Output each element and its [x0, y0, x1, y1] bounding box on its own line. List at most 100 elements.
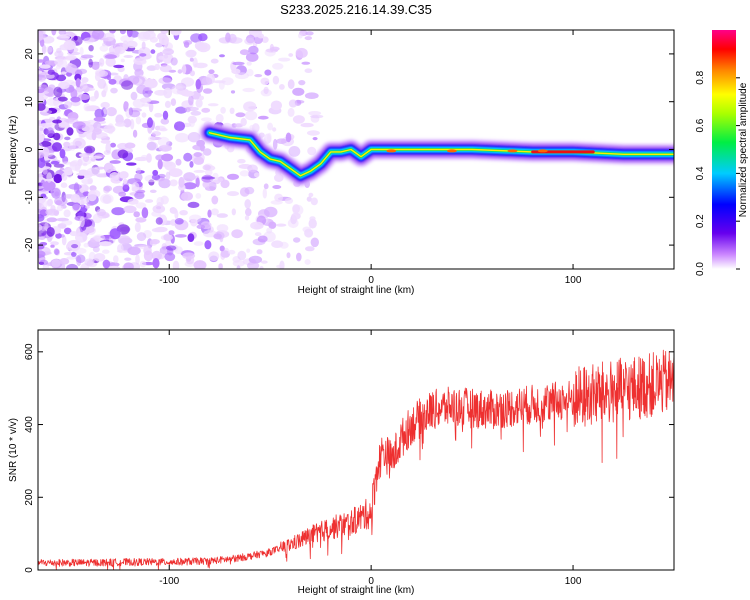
- noise-blob: [147, 117, 153, 128]
- noise-blob: [45, 73, 55, 79]
- noise-blob: [189, 161, 194, 168]
- noise-blob: [183, 182, 197, 190]
- noise-blob: [92, 246, 100, 253]
- noise-blob: [124, 142, 136, 149]
- noise-blob: [60, 182, 68, 188]
- noise-blob: [70, 88, 78, 99]
- noise-blob: [51, 187, 61, 199]
- snr-y-tick-label: 400: [24, 416, 35, 433]
- noise-blob: [163, 233, 173, 241]
- noise-blob: [133, 58, 147, 66]
- noise-blob: [195, 260, 200, 267]
- noise-blob: [92, 127, 102, 135]
- noise-blob: [116, 249, 131, 253]
- noise-blob: [88, 58, 93, 68]
- noise-blob: [57, 96, 68, 102]
- noise-blob: [131, 186, 138, 192]
- noise-blob: [133, 211, 140, 218]
- noise-blob: [38, 88, 45, 94]
- noise-blob: [174, 234, 187, 238]
- noise-blob: [59, 148, 66, 159]
- noise-blob: [50, 244, 55, 248]
- noise-blob: [162, 110, 169, 120]
- noise-blob: [220, 106, 226, 114]
- noise-blob: [114, 122, 126, 127]
- spectrogram-plot-area: [38, 30, 674, 269]
- noise-blob: [196, 139, 206, 147]
- noise-blob: [254, 232, 262, 237]
- noise-blob: [52, 119, 62, 124]
- noise-blob: [248, 45, 259, 55]
- ridge-hotspot: [386, 149, 397, 153]
- noise-blob: [175, 158, 182, 166]
- noise-blob: [58, 30, 67, 36]
- noise-blob: [250, 221, 264, 230]
- noise-blob: [38, 214, 45, 222]
- noise-blob: [78, 169, 89, 175]
- noise-blob: [69, 231, 78, 237]
- noise-blob: [288, 99, 298, 108]
- noise-blob: [63, 209, 71, 218]
- noise-blob: [213, 233, 222, 240]
- noise-blob: [304, 36, 312, 41]
- noise-blob: [304, 68, 313, 73]
- snr-y-axis-label: SNR (10 * v/v): [8, 418, 19, 482]
- noise-blob: [207, 103, 219, 107]
- noise-blob: [110, 142, 116, 148]
- noise-blob: [41, 149, 54, 158]
- noise-blob: [183, 152, 193, 162]
- noise-blob: [101, 90, 107, 98]
- noise-blob: [77, 68, 88, 74]
- noise-blob: [155, 217, 163, 225]
- noise-blob: [63, 40, 76, 51]
- noise-blob: [212, 80, 226, 84]
- noise-blob: [248, 255, 263, 264]
- noise-blob: [105, 57, 116, 67]
- noise-blob: [141, 41, 146, 50]
- noise-blob: [220, 250, 230, 258]
- colorbar-tick-label: 0.6: [695, 118, 706, 132]
- noise-blob: [61, 161, 72, 165]
- noise-blob: [89, 155, 103, 159]
- noise-blob: [246, 68, 254, 77]
- noise-blob: [293, 237, 301, 243]
- noise-blob: [144, 78, 158, 89]
- noise-blob: [130, 91, 138, 101]
- noise-blob: [39, 127, 44, 132]
- noise-blob: [257, 235, 268, 243]
- noise-blob: [237, 158, 246, 164]
- noise-blob: [168, 230, 175, 236]
- noise-blob: [132, 129, 138, 138]
- noise-blob: [136, 232, 147, 242]
- noise-blob: [188, 95, 194, 106]
- noise-blob: [74, 163, 81, 172]
- noise-blob: [65, 63, 77, 74]
- noise-blob: [53, 248, 60, 255]
- noise-blob: [108, 78, 117, 85]
- noise-blob: [74, 140, 82, 147]
- noise-blob: [306, 196, 312, 202]
- noise-blob: [307, 146, 317, 156]
- noise-blob: [53, 163, 65, 168]
- noise-blob: [166, 245, 177, 251]
- noise-blob: [53, 86, 63, 98]
- noise-blob: [38, 142, 43, 154]
- noise-blob: [193, 241, 204, 246]
- noise-blob: [123, 262, 134, 269]
- colorbar-ticks: 0.0 0.2 0.4 0.6 0.8: [695, 70, 740, 276]
- spectrogram-y-tick-label: -10: [24, 190, 35, 205]
- noise-blob: [175, 132, 189, 143]
- noise-blob: [244, 215, 250, 221]
- noise-blob: [56, 205, 64, 212]
- noise-blob: [306, 130, 320, 136]
- noise-blob: [235, 112, 246, 118]
- noise-blob: [227, 191, 239, 197]
- noise-blob: [134, 222, 141, 233]
- noise-blob: [113, 64, 125, 69]
- noise-blob: [161, 153, 174, 162]
- noise-blob: [310, 197, 318, 206]
- noise-blob: [107, 265, 121, 269]
- snr-x-axis-label: Height of straight line (km): [298, 585, 415, 596]
- noise-blob: [38, 151, 45, 159]
- noise-blob: [95, 68, 106, 77]
